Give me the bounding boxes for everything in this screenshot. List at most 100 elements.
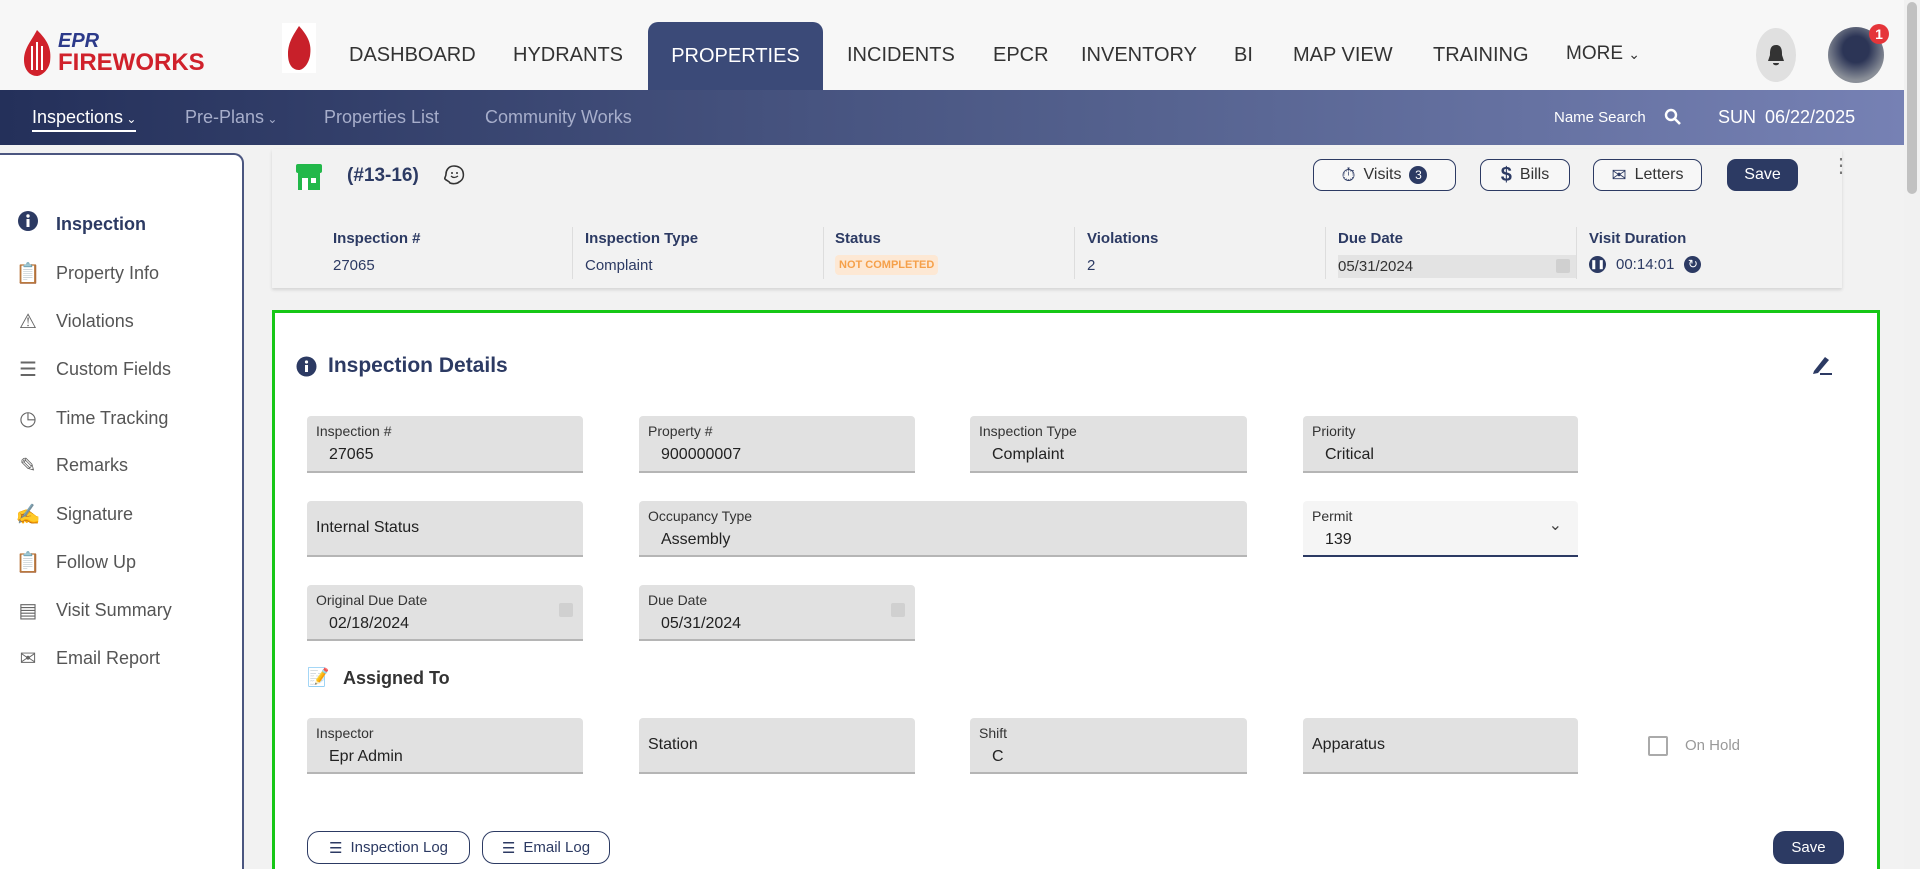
permit-select[interactable]: Permit 139 ⌄ <box>1303 501 1578 557</box>
sidebar-item-signature[interactable]: ✍ Signature <box>0 496 230 532</box>
summary-due-date-input[interactable]: 05/31/2024 <box>1338 255 1576 278</box>
assigned-to-title: Assigned To <box>343 668 450 688</box>
divider <box>1074 227 1075 279</box>
edit-icon[interactable] <box>1811 354 1833 376</box>
field-value: 27065 <box>329 446 374 463</box>
sidebar-item-custom-fields[interactable]: ☰ Custom Fields <box>0 351 230 387</box>
calendar-icon[interactable] <box>559 603 573 617</box>
divider <box>823 227 824 279</box>
letters-button[interactable]: ✉ Letters <box>1593 159 1702 191</box>
waze-icon[interactable] <box>443 164 465 186</box>
pen-icon: ✎ <box>19 454 37 477</box>
email-log-button[interactable]: ☰ Email Log <box>482 831 610 864</box>
name-search-label[interactable]: Name Search <box>1554 109 1646 126</box>
nav-dashboard[interactable]: DASHBOARD <box>349 44 476 66</box>
search-icon[interactable] <box>1664 108 1682 126</box>
field-label: Due Date <box>648 592 708 608</box>
bills-label: Bills <box>1519 166 1550 183</box>
sidebar-item-follow-up[interactable]: 📋 Follow Up <box>0 544 230 580</box>
info-icon <box>15 210 41 238</box>
chevron-down-icon: ⌄ <box>123 112 137 126</box>
reset-icon[interactable]: ↻ <box>1684 256 1702 273</box>
pause-icon[interactable]: ❚❚ <box>1589 256 1606 273</box>
sidebar-item-visit-summary[interactable]: ▤ Visit Summary <box>0 592 230 628</box>
nav-inventory[interactable]: INVENTORY <box>1081 44 1197 66</box>
notifications-button[interactable] <box>1756 28 1796 82</box>
station-field[interactable]: Station <box>639 718 915 774</box>
sidebar-item-time-tracking[interactable]: ◷ Time Tracking <box>0 400 230 436</box>
brand-logo[interactable]: EPR FIREWORKS <box>22 30 205 76</box>
shift-field[interactable]: Shift C <box>970 718 1247 774</box>
internal-status-field[interactable]: Internal Status <box>307 501 583 557</box>
agency-logo <box>282 23 316 73</box>
sidebar-item-email-report[interactable]: ✉ Email Report <box>0 640 230 676</box>
bell-icon <box>1768 45 1784 66</box>
calendar-icon[interactable] <box>891 603 905 617</box>
calendar-icon[interactable] <box>1556 259 1570 273</box>
field-value: C <box>992 748 1004 765</box>
nav-incidents[interactable]: INCIDENTS <box>847 44 955 66</box>
field-label: Shift <box>979 725 1008 741</box>
bills-button[interactable]: $ Bills <box>1480 159 1570 191</box>
sidebar <box>0 153 244 869</box>
envelope-icon: ✉ <box>19 647 37 670</box>
scrollbar[interactable] <box>1904 0 1920 869</box>
summary-type-label: Inspection Type <box>585 230 699 247</box>
save-button[interactable]: Save <box>1773 831 1844 864</box>
letters-label: Letters <box>1634 166 1684 183</box>
field-label: Internal Status <box>316 519 420 536</box>
subnav-properties-list[interactable]: Properties List <box>324 107 440 127</box>
sidebar-item-label: Violations <box>56 310 134 331</box>
nav-map-view[interactable]: MAP VIEW <box>1293 44 1393 66</box>
sidebar-item-label: Follow Up <box>56 551 137 572</box>
field-label: Original Due Date <box>316 592 428 608</box>
inspection-no-field[interactable]: Inspection # 27065 <box>307 416 583 473</box>
info-icon <box>296 356 317 377</box>
subnav-inspections-label: Inspections <box>32 107 124 127</box>
notification-badge: 1 <box>1869 24 1889 44</box>
inspector-field[interactable]: Inspector Epr Admin <box>307 718 583 774</box>
store-icon <box>296 164 322 190</box>
priority-field[interactable]: Priority Critical <box>1303 416 1578 473</box>
occupancy-type-field[interactable]: Occupancy Type Assembly <box>639 501 1247 557</box>
inspection-type-field[interactable]: Inspection Type Complaint <box>970 416 1247 473</box>
field-value: Epr Admin <box>329 748 403 765</box>
more-options-icon[interactable]: ⋮ <box>1831 155 1851 177</box>
field-value: 900000007 <box>661 446 742 463</box>
on-hold-checkbox[interactable] <box>1648 736 1668 756</box>
sidebar-item-remarks[interactable]: ✎ Remarks <box>0 447 230 483</box>
apparatus-field[interactable]: Apparatus <box>1303 718 1578 774</box>
clock-icon: ◷ <box>19 407 37 430</box>
nav-properties[interactable]: PROPERTIES <box>648 22 823 90</box>
nav-training[interactable]: TRAINING <box>1433 44 1529 66</box>
subnav-pre-plans[interactable]: Pre-Plans ⌄ <box>185 107 277 128</box>
nav-hydrants[interactable]: HYDRANTS <box>513 44 624 66</box>
field-value: Assembly <box>661 531 731 548</box>
sidebar-item-label: Email Report <box>56 647 161 668</box>
field-label: Property # <box>648 423 713 439</box>
property-code: (#13-16) <box>347 165 419 186</box>
history-icon: ⏱ <box>1341 164 1356 185</box>
due-date-field[interactable]: Due Date 05/31/2024 <box>639 585 915 641</box>
subnav-inspections[interactable]: Inspections ⌄ <box>32 107 137 132</box>
inspection-log-button[interactable]: ☰ Inspection Log <box>307 831 470 864</box>
subnav-community-works[interactable]: Community Works <box>485 107 632 127</box>
dollar-icon: $ <box>1500 163 1512 186</box>
on-hold-label: On Hold <box>1685 737 1741 754</box>
property-no-field[interactable]: Property # 900000007 <box>639 416 915 473</box>
scrollbar-thumb[interactable] <box>1907 2 1917 194</box>
summary-due-date: 05/31/2024 <box>1338 258 1414 275</box>
inspection-log-label: Inspection Log <box>350 839 449 856</box>
summary-violations: 2 <box>1087 257 1096 274</box>
original-due-date-field[interactable]: Original Due Date 02/18/2024 <box>307 585 583 641</box>
sidebar-item-property-info[interactable]: 📋 Property Info <box>0 255 230 291</box>
sidebar-item-inspection[interactable]: Inspection <box>0 206 230 242</box>
sidebar-item-label: Custom Fields <box>56 358 172 379</box>
nav-epcr[interactable]: EPCR <box>993 44 1049 66</box>
warning-icon: ⚠ <box>19 310 37 333</box>
sidebar-item-violations[interactable]: ⚠ Violations <box>0 303 230 339</box>
nav-bi[interactable]: BI <box>1234 44 1253 66</box>
header-save-button[interactable]: Save <box>1727 159 1798 191</box>
visits-button[interactable]: ⏱ Visits 3 <box>1313 159 1456 191</box>
nav-more[interactable]: MORE ⌄ <box>1566 43 1640 65</box>
